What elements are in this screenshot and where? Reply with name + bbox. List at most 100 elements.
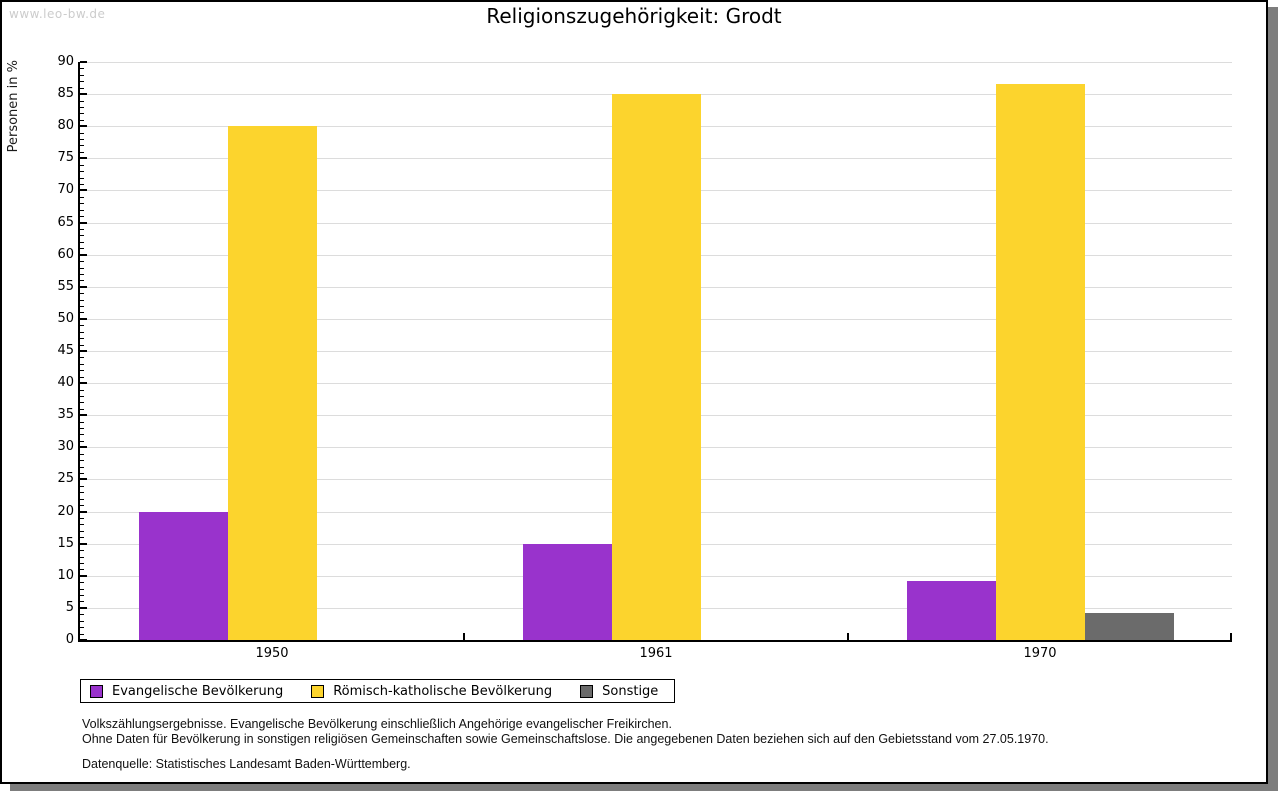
y-tick-label: 40 — [57, 375, 74, 390]
y-tick-minor — [80, 68, 84, 69]
y-tick-minor — [80, 203, 84, 204]
y-tick-label: 65 — [57, 215, 74, 230]
y-tick-minor — [80, 139, 84, 140]
y-tick-major — [80, 189, 87, 191]
x-axis-line — [78, 640, 1232, 642]
y-tick-minor — [80, 557, 84, 558]
footnote-source: Datenquelle: Statistisches Landesamt Bad… — [82, 757, 411, 771]
y-tick-minor — [80, 621, 84, 622]
legend-swatch-icon — [580, 684, 594, 698]
y-tick-major — [80, 414, 87, 416]
y-tick-label: 35 — [57, 407, 74, 422]
y-tick-minor — [80, 242, 84, 243]
y-tick-minor — [80, 268, 84, 269]
footnotes: Volkszählungsergebnisse. Evangelische Be… — [82, 717, 1049, 772]
y-tick-minor — [80, 589, 84, 590]
y-tick-minor — [80, 165, 84, 166]
bar-1961-evangelisch — [523, 544, 612, 640]
y-tick-minor — [80, 563, 84, 564]
y-tick-label: 80 — [57, 118, 74, 133]
legend-item: Sonstige — [580, 684, 658, 699]
y-tick-major — [80, 511, 87, 513]
x-category-label: 1970 — [1023, 646, 1057, 661]
y-tick-minor — [80, 601, 84, 602]
y-tick-minor — [80, 107, 84, 108]
plot-area: 1950 1961 1970 0 5 10 15 20 25 30 35 40 45 50 55 60 65 70… — [2, 2, 1266, 782]
legend-item: Evangelische Bevölkerung — [90, 684, 283, 699]
y-tick-minor — [80, 467, 84, 468]
x-group-separator-tick — [847, 633, 849, 640]
y-tick-minor — [80, 627, 84, 628]
y-tick-label: 90 — [57, 54, 74, 69]
y-tick-minor — [80, 133, 84, 134]
y-tick-minor — [80, 261, 84, 262]
y-tick-minor — [80, 197, 84, 198]
y-tick-minor — [80, 338, 84, 339]
y-tick-major — [80, 478, 87, 480]
y-tick-major — [80, 446, 87, 448]
y-tick-label: 75 — [57, 150, 74, 165]
y-tick-minor — [80, 325, 84, 326]
y-tick-major — [80, 125, 87, 127]
footnote-line-2: Ohne Daten für Bevölkerung in sonstigen … — [82, 731, 1049, 746]
y-tick-minor — [80, 524, 84, 525]
y-tick-label: 15 — [57, 536, 74, 551]
y-tick-minor — [80, 229, 84, 230]
y-tick-minor — [80, 120, 84, 121]
y-tick-minor — [80, 345, 84, 346]
bar-1950-evangelisch — [139, 512, 228, 640]
y-tick-minor — [80, 396, 84, 397]
bar-1970-sonstige — [1085, 613, 1174, 640]
legend-label: Evangelische Bevölkerung — [112, 683, 284, 699]
y-tick-minor — [80, 537, 84, 538]
y-tick-minor — [80, 216, 84, 217]
y-tick-major — [80, 382, 87, 384]
y-tick-minor — [80, 614, 84, 615]
legend-label: Sonstige — [602, 683, 659, 699]
chart-title: Religionszugehörigkeit: Grodt — [486, 4, 782, 28]
y-tick-minor — [80, 595, 84, 596]
y-tick-minor — [80, 171, 84, 172]
bar-1970-evangelisch — [907, 581, 996, 640]
y-tick-minor — [80, 409, 84, 410]
y-tick-major — [80, 93, 87, 95]
y-tick-minor — [80, 357, 84, 358]
y-tick-label: 50 — [57, 311, 74, 326]
y-tick-minor — [80, 582, 84, 583]
y-tick-minor — [80, 280, 84, 281]
y-tick-minor — [80, 518, 84, 519]
y-tick-minor — [80, 377, 84, 378]
y-tick-minor — [80, 531, 84, 532]
x-category-label: 1961 — [639, 646, 673, 661]
bar-1970-katholisch — [996, 84, 1085, 640]
y-tick-label: 60 — [57, 247, 74, 262]
y-tick-label: 70 — [57, 182, 74, 197]
y-tick-major — [80, 318, 87, 320]
y-tick-major — [80, 575, 87, 577]
y-tick-minor — [80, 370, 84, 371]
y-tick-label: 30 — [57, 439, 74, 454]
y-tick-minor — [80, 210, 84, 211]
y-tick-major — [80, 350, 87, 352]
x-group-separator-tick — [1230, 633, 1232, 640]
y-tick-minor — [80, 274, 84, 275]
bar-1950-katholisch — [228, 126, 317, 640]
y-axis-line — [78, 62, 80, 642]
legend-item: Römisch-katholische Bevölkerung — [311, 684, 552, 699]
y-tick-minor — [80, 499, 84, 500]
y-tick-minor — [80, 422, 84, 423]
legend-swatch-icon — [311, 684, 325, 698]
y-tick-minor — [80, 145, 84, 146]
y-tick-minor — [80, 550, 84, 551]
y-tick-major — [80, 222, 87, 224]
y-tick-minor — [80, 101, 84, 102]
y-tick-major — [80, 157, 87, 159]
watermark-url: www.leo-bw.de — [9, 7, 106, 21]
legend: Evangelische Bevölkerung Römisch-katholis… — [80, 679, 676, 703]
x-group-separator-tick — [463, 633, 465, 640]
y-tick-minor — [80, 402, 84, 403]
y-tick-minor — [80, 434, 84, 435]
y-tick-minor — [80, 152, 84, 153]
y-tick-minor — [80, 184, 84, 185]
